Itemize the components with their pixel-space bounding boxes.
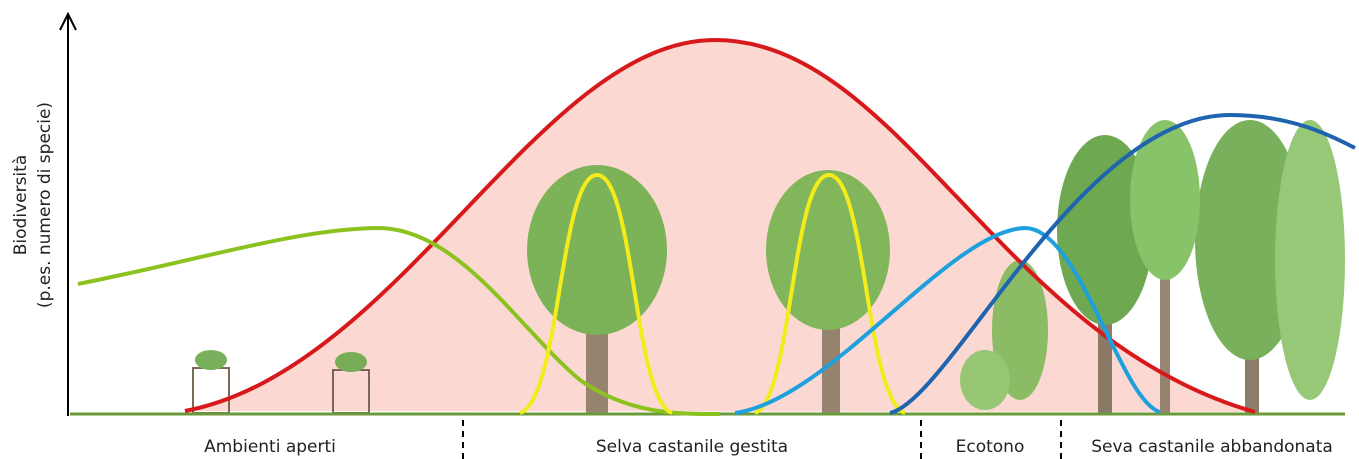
diagram: Biodiversità (p.es. numero di specie) Am…	[0, 0, 1359, 459]
zone-label: Seva castanile abbandonata	[1091, 437, 1333, 457]
zone-label: Ecotono	[956, 437, 1025, 457]
axis-label: Biodiversità	[11, 155, 31, 255]
zone-label: Selva castanile gestita	[596, 437, 788, 457]
axis-label: (p.es. numero di specie)	[35, 102, 55, 308]
zone-label: Ambienti aperti	[204, 437, 336, 457]
